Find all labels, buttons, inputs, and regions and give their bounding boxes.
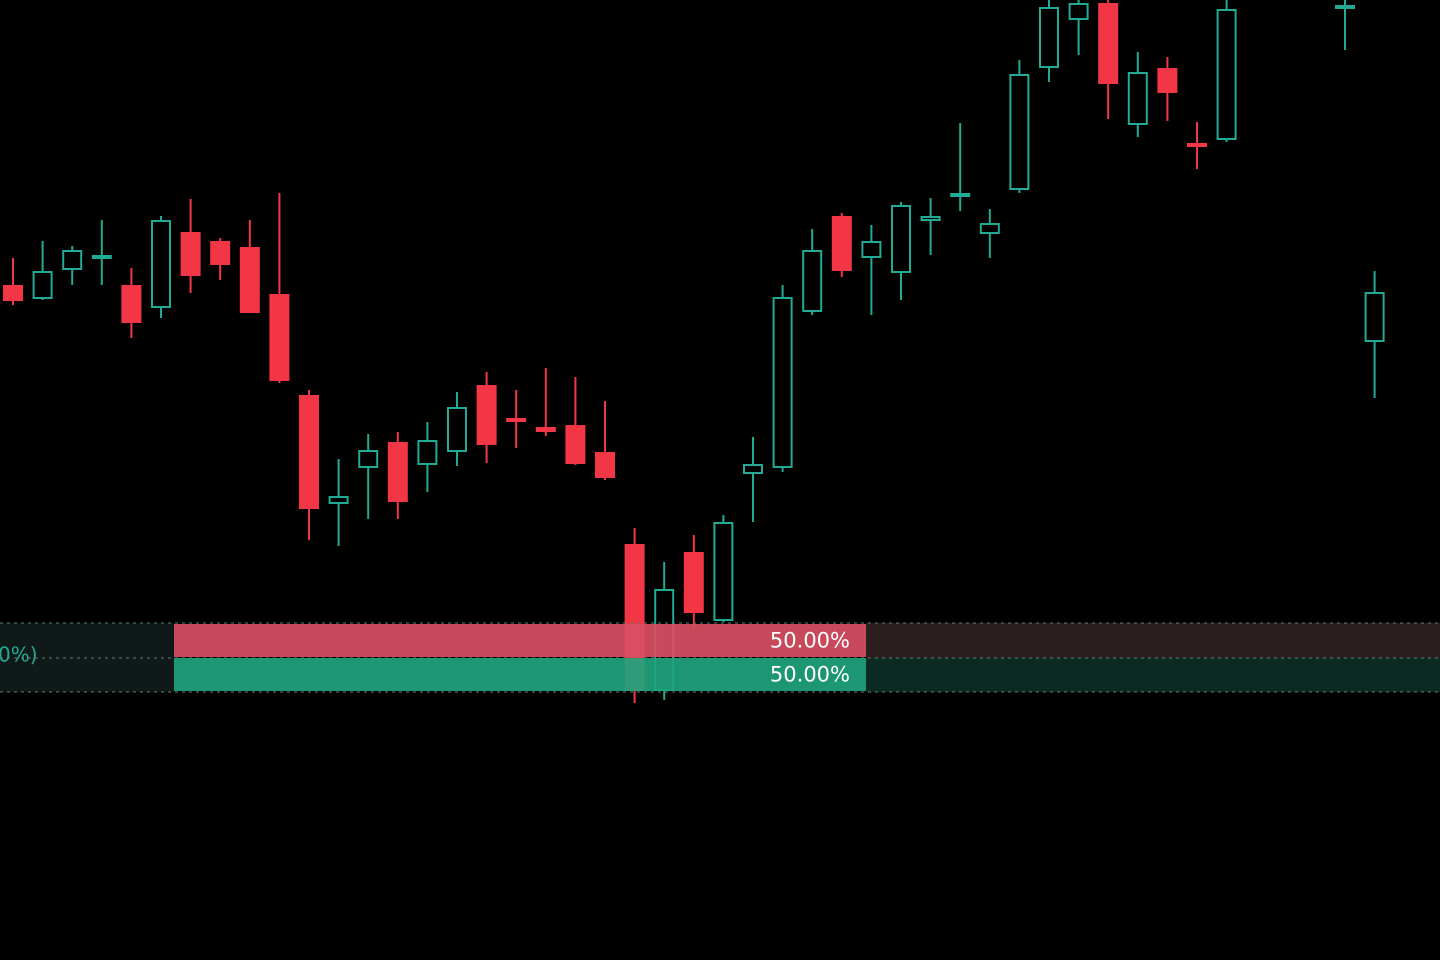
candle-body bbox=[1187, 143, 1207, 147]
candle-body bbox=[151, 220, 171, 308]
candle-body bbox=[595, 452, 615, 478]
overlay-right-bottom bbox=[866, 658, 1440, 692]
candle-body bbox=[32, 271, 53, 299]
overlay-label: 0%) bbox=[0, 643, 38, 667]
candle-body bbox=[1216, 9, 1237, 140]
candle-body bbox=[387, 442, 408, 502]
candle-body bbox=[1335, 5, 1355, 9]
candle-body bbox=[920, 216, 941, 221]
candle-body bbox=[861, 241, 882, 258]
candle-body bbox=[979, 223, 1000, 234]
candle-body bbox=[328, 496, 349, 504]
candle-body bbox=[180, 232, 201, 276]
candle-body bbox=[891, 205, 911, 273]
ratio-overlay: 0%) 50.00% 50.00% bbox=[0, 622, 1440, 693]
candle-body bbox=[1157, 68, 1178, 93]
candle-body bbox=[565, 425, 586, 464]
ratio-bar bbox=[174, 624, 866, 657]
candle-body bbox=[1364, 292, 1385, 342]
candle-body bbox=[683, 552, 704, 613]
candle-body bbox=[713, 522, 734, 621]
candle-body bbox=[3, 285, 23, 301]
candle-body bbox=[417, 440, 438, 465]
candle-body bbox=[1068, 3, 1089, 20]
candle-body bbox=[1127, 72, 1148, 125]
candle-body bbox=[1009, 74, 1030, 190]
candle-body bbox=[950, 193, 971, 197]
candle-body bbox=[121, 285, 142, 323]
ratio-label: 50.00% bbox=[770, 629, 850, 653]
candle-body bbox=[831, 216, 852, 271]
candle-body bbox=[535, 427, 556, 432]
candle-body bbox=[476, 385, 497, 445]
candle-body bbox=[210, 241, 231, 265]
candle-body bbox=[772, 297, 793, 468]
ratio-bar bbox=[174, 658, 866, 691]
candle-body bbox=[447, 407, 467, 452]
candle-body bbox=[802, 250, 823, 312]
candle-body bbox=[358, 450, 379, 468]
candle-body bbox=[62, 250, 83, 270]
overlay-right-top bbox=[866, 623, 1440, 658]
ratio-label: 50.00% bbox=[770, 663, 850, 687]
candle-body bbox=[743, 464, 763, 474]
candle-body bbox=[506, 418, 527, 422]
candle-body bbox=[299, 395, 319, 509]
candle-body bbox=[1039, 7, 1059, 68]
candle-body bbox=[239, 247, 260, 313]
candle-body bbox=[269, 294, 290, 381]
candle-body bbox=[1098, 3, 1119, 84]
candle-body bbox=[91, 255, 112, 259]
candles bbox=[3, 0, 1385, 703]
